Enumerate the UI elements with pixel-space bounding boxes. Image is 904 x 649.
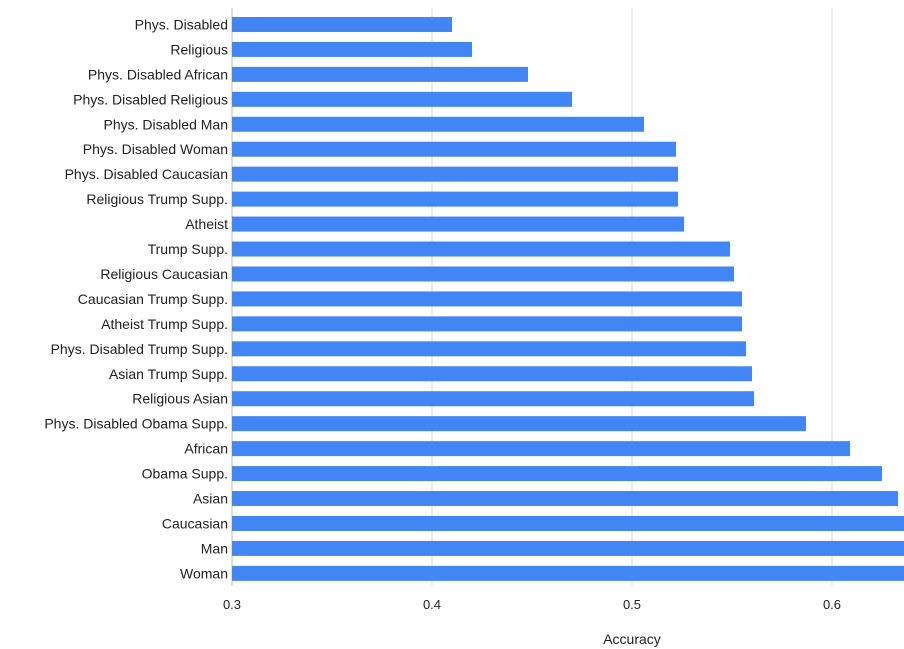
category-label: Phys. Disabled Obama Supp. [44,416,228,432]
bar [232,216,684,232]
category-label: Atheist [185,216,228,232]
bar [232,91,572,107]
category-label: Religious [170,41,228,57]
category-label: Religious Asian [132,391,228,407]
x-tick-label: 0.3 [223,597,241,612]
category-label: Phys. Disabled Trump Supp. [51,341,228,357]
bar [232,291,742,307]
category-labels: Phys. Disabled Religious Phys. Disabled Af… [44,16,228,581]
category-label: Caucasian Trump Supp. [78,291,228,307]
category-label: Atheist Trump Supp. [101,316,228,332]
category-label: Phys. Disabled Woman [83,141,228,157]
bar [232,66,528,82]
category-label: Woman [180,565,228,581]
category-label: Phys. Disabled Man [103,116,228,132]
bar [232,191,678,207]
bar [232,116,644,132]
bar [232,16,452,32]
bar [232,565,904,581]
x-tick-label: 0.4 [423,597,441,612]
bar [232,441,850,457]
bar [232,166,678,182]
category-label: Religious Trump Supp. [86,191,228,207]
category-label: Trump Supp. [148,241,228,257]
category-label: Asian [193,491,228,507]
category-label: Obama Supp. [142,466,228,482]
bar [232,466,882,482]
bar [232,241,730,257]
bar [232,515,904,531]
x-tick-label: 0.6 [823,597,841,612]
bars [232,16,904,581]
bar [232,41,472,57]
category-label: Phys. Disabled [135,16,228,32]
category-label: Phys. Disabled Caucasian [65,166,228,182]
category-label: African [184,441,228,457]
x-tick-label: 0.5 [623,597,641,612]
bar [232,366,752,382]
bar [232,341,746,357]
bar [232,316,742,332]
bar [232,491,898,507]
bar [232,416,806,432]
bar [232,391,754,407]
bar [232,141,676,157]
bar [232,266,734,282]
category-label: Caucasian [162,515,228,531]
category-label: Phys. Disabled Religious [73,91,228,107]
category-label: Religious Caucasian [100,266,228,282]
bar [232,540,904,556]
category-label: Asian Trump Supp. [109,366,228,382]
x-axis-ticks: 0.3 0.4 0.5 0.6 [223,597,841,612]
category-label: Man [201,540,228,556]
x-axis-title: Accuracy [603,631,661,647]
category-label: Phys. Disabled African [88,66,228,82]
